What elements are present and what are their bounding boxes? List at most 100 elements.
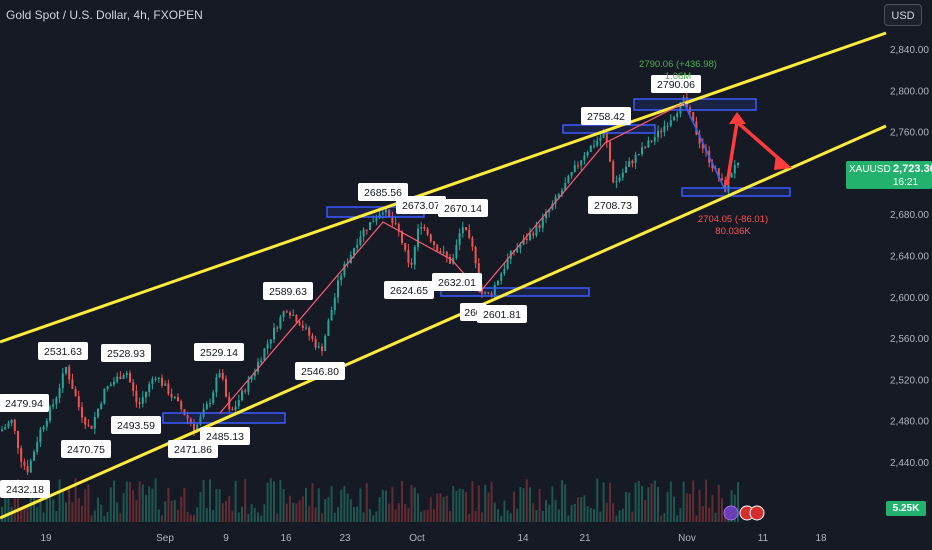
current-price-tag [846,161,932,189]
volume-bar [301,496,304,522]
candle-body [369,222,371,231]
volume-bar [551,486,554,522]
swing-label-box [651,75,701,93]
event-icons[interactable] [723,505,765,521]
volume-bar [487,492,490,522]
volume-bar [202,480,205,522]
candle-body [289,312,291,316]
volume-bar [637,480,640,522]
volume-bar [359,488,362,522]
candle-body [279,317,282,329]
volume-bar [410,485,413,522]
volume-bar [260,515,263,522]
swing-label-text: 2485.13 [206,431,244,443]
candle-body [247,379,250,392]
bottom-measure-label: 2704.05 (-86.01) [698,214,768,225]
volume-bar [141,484,144,522]
candle-body [327,320,330,336]
candle-body [628,160,631,167]
volume-bar [39,491,42,522]
swing-label-box [581,107,631,125]
candle-body [221,373,224,379]
candle-body [71,379,74,389]
volume-bar [90,515,93,522]
candle-body [65,366,67,374]
candle-body [394,223,397,225]
candle-body [282,311,285,318]
candle-body [711,162,714,169]
candle-body [209,403,211,405]
candle-body [445,251,448,257]
time-tick-label: 16 [280,533,292,544]
volume-bar [401,480,403,522]
volume-bar [548,504,551,522]
volume-bar [452,486,455,522]
candle-body [26,465,29,473]
candle-body [468,229,471,238]
candle-body [538,225,541,228]
candle-body [145,391,147,398]
candle-body [420,227,423,229]
volume-bar [311,483,314,522]
volume-bar [465,491,467,522]
price-tick-label: 2,520.00 [890,375,929,386]
volume-bar [541,510,544,522]
volume-bar [493,502,496,522]
flash-event-icon[interactable] [723,505,739,521]
candle-body [314,338,317,348]
volume-bar [337,507,339,522]
swing-label-text: 2493.59 [117,420,155,432]
candle-body [129,373,131,383]
time-tick-label: Nov [678,533,696,544]
volume-bar [407,508,410,522]
volume-bar [685,493,688,522]
swing-label-box [194,343,244,361]
candle-body [660,130,663,133]
candle-body [471,237,474,247]
candle-body [573,165,576,172]
volume-bar [1,506,3,522]
candle-body [433,241,435,245]
time-axis[interactable]: 19 Sep 9 16 23 Oct 14 21 Nov 11 18 [40,533,827,544]
volume-bar [276,513,279,522]
candle-body [359,236,362,245]
candle-body [199,416,202,425]
candle-body [673,117,675,121]
swing-label-text: 2529.14 [200,347,238,359]
volume-bar [717,485,720,522]
candle-body [426,228,429,235]
volume-bar [605,502,608,522]
volume-bar [567,515,570,522]
volume-bar [369,509,371,522]
candle-body [138,402,141,404]
swing-label-text: 2632.01 [438,277,476,289]
us-flag-event-icon-2[interactable] [749,505,765,521]
candle-body [593,145,595,147]
volume-bar [532,503,535,522]
candle-body [285,311,288,313]
candle-body [442,251,445,253]
volume-bar [519,486,522,522]
volume-bar [561,480,563,522]
candle-body [583,155,586,161]
price-tick-label: 2,840.00 [890,45,929,56]
volume-bar [116,502,119,522]
symbol-title[interactable]: Gold Spot / U.S. Dollar, 4h, FXOPEN [6,8,203,22]
volume-bar [570,504,573,522]
swing-label-box [438,199,488,217]
zigzag-lines [219,102,726,414]
swing-label-box [200,427,250,445]
candle-body [45,420,48,427]
candle-body [122,375,125,379]
volume-bar [356,506,359,522]
volume-bar [365,482,368,522]
candle-body [599,137,602,141]
currency-button[interactable]: USD [884,4,922,26]
candle-body [164,383,167,386]
candle-body [497,280,499,286]
volume-bar [45,491,48,522]
volume-bar [545,500,547,522]
candle-body [410,262,413,265]
candle-body [292,315,295,317]
